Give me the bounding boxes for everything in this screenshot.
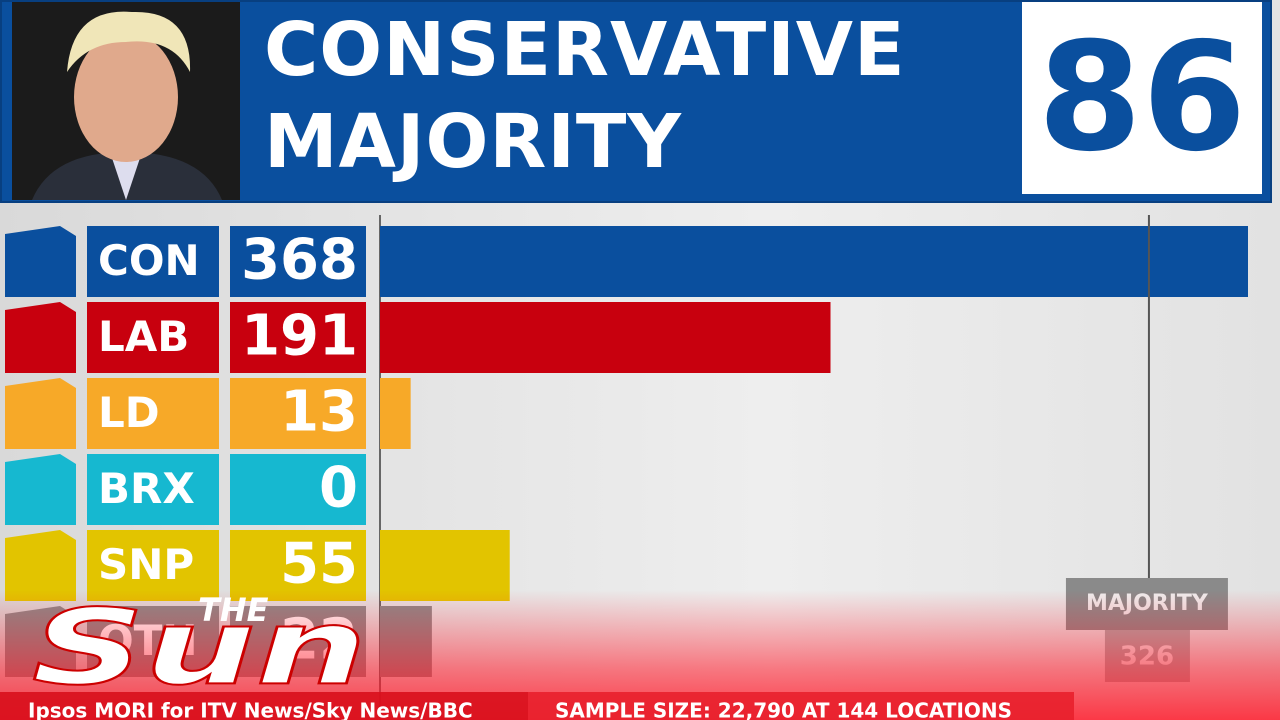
value-box	[230, 530, 366, 601]
photo	[12, 2, 240, 200]
footer-bar	[528, 692, 1074, 720]
value-label: 191	[241, 304, 358, 369]
value-box	[230, 454, 366, 525]
category-label: SNP	[98, 540, 194, 589]
value-box	[230, 302, 366, 373]
bar	[380, 530, 510, 601]
category-label: LD	[98, 388, 160, 437]
party-box	[87, 378, 219, 449]
party-tab	[5, 378, 76, 449]
party-box	[87, 302, 219, 373]
party-box	[87, 530, 219, 601]
bar	[380, 378, 411, 449]
value-box	[230, 226, 366, 297]
value-box	[230, 378, 366, 449]
category-label: BRX	[98, 464, 195, 513]
logo-top: THE	[198, 591, 269, 629]
value-label: 368	[241, 228, 358, 293]
headline-value: 86	[1022, 2, 1262, 194]
bar	[380, 302, 831, 373]
value-label: 0	[319, 456, 358, 521]
value-label: 13	[280, 380, 358, 445]
category-label: CON	[98, 236, 200, 285]
value-label: 55	[280, 532, 358, 597]
party-tab	[5, 454, 76, 525]
party-box	[87, 454, 219, 525]
category-label: LAB	[98, 312, 189, 361]
bar	[380, 226, 1248, 297]
party-tab	[5, 530, 76, 601]
title: CONSERVATIVE MAJORITY	[264, 7, 906, 185]
logo-main: Sun	[32, 586, 367, 708]
footer-bar	[0, 692, 528, 720]
party-box	[87, 226, 219, 297]
header: CONSERVATIVE MAJORITY 86	[0, 0, 1272, 203]
party-tab	[5, 302, 76, 373]
footer-sample: SAMPLE SIZE: 22,790 AT 144 LOCATIONS	[555, 699, 1012, 720]
party-tab	[5, 226, 76, 297]
footer-source: Ipsos MORI for ITV News/Sky News/BBC	[28, 699, 473, 720]
